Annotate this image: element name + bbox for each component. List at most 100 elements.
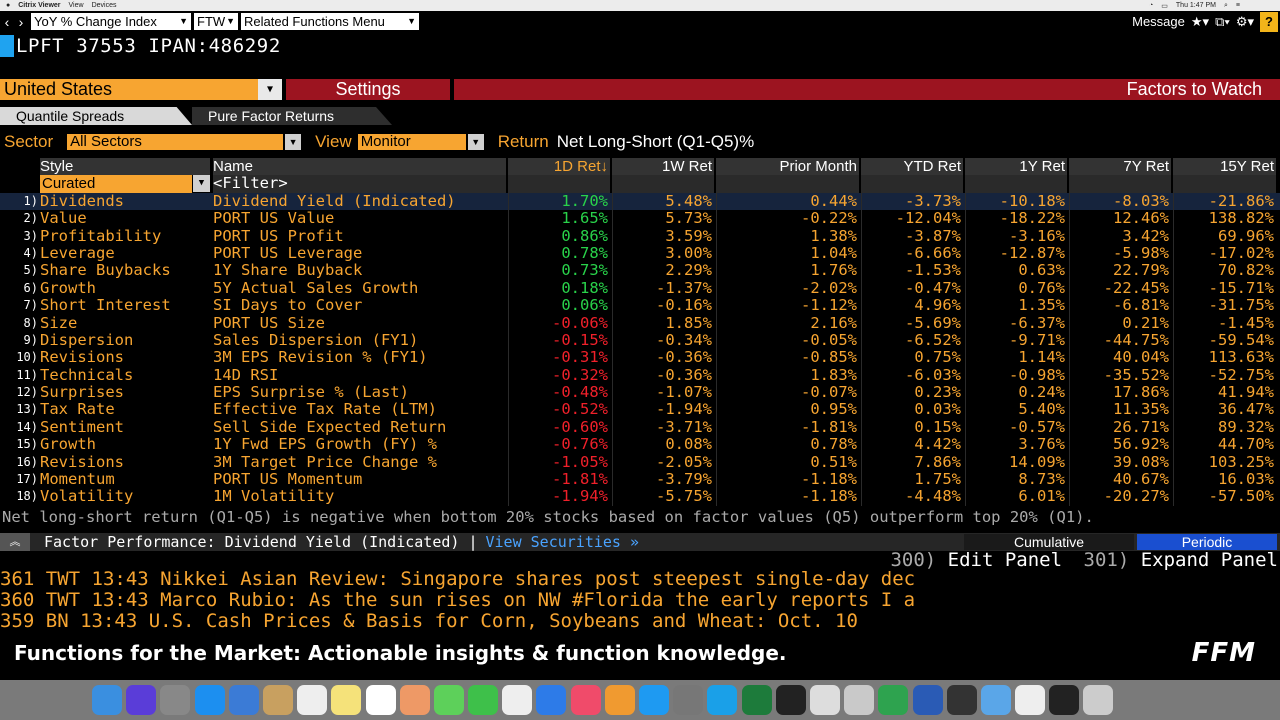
ftw-select[interactable]: FTW ▼ bbox=[194, 13, 238, 30]
excel-icon[interactable] bbox=[741, 685, 772, 715]
table-row[interactable]: 4) Leverage PORT US Leverage 0.78% 3.00% 1.04… bbox=[0, 244, 1280, 263]
table-row[interactable]: 11) Technicals 14D RSI -0.32% -0.36% 1.83% -6.… bbox=[0, 366, 1280, 385]
itunes-icon[interactable] bbox=[570, 685, 601, 715]
gear-icon[interactable]: ⚙▾ bbox=[1235, 13, 1254, 29]
col-7y-header[interactable]: 7Y Ret bbox=[1069, 158, 1171, 176]
back-arrow-icon[interactable]: ‹ bbox=[4, 13, 10, 30]
menu-list-icon[interactable]: ≡ bbox=[1235, 2, 1240, 9]
table-row[interactable]: 7) Short Interest SI Days to Cover 0.06% -0.… bbox=[0, 297, 1280, 315]
table-row[interactable]: 17) Momentum PORT US Momentum -1.81% -3.79% -… bbox=[0, 471, 1280, 489]
terminal-icon[interactable] bbox=[775, 685, 806, 715]
return-value[interactable]: Net Long-Short (Q1-Q5)% bbox=[556, 132, 755, 151]
expand-panel-button[interactable]: Expand Panel bbox=[1140, 549, 1278, 571]
view-securities-link[interactable]: View Securities » bbox=[485, 533, 640, 551]
periodic-button[interactable]: Periodic bbox=[1137, 534, 1277, 550]
photos-icon[interactable] bbox=[399, 685, 430, 715]
view-select[interactable]: Monitor ▼ bbox=[357, 134, 484, 150]
ffm-banner[interactable]: Functions for the Market: Actionable ins… bbox=[0, 635, 1280, 671]
ret-1y-cell: -0.98% bbox=[965, 366, 1067, 385]
apple-icon[interactable]: ● bbox=[6, 2, 11, 9]
related-functions-select[interactable]: Related Functions Menu ▼ bbox=[241, 13, 419, 30]
facetime-icon[interactable] bbox=[468, 685, 499, 715]
table-row[interactable]: 10) Revisions 3M EPS Revision % (FY1) -0.31… bbox=[0, 349, 1280, 367]
table-row[interactable]: 9) Dispersion Sales Dispersion (FY1) -0.15%… bbox=[0, 331, 1280, 350]
chevron-up-icon[interactable]: ︽ bbox=[0, 533, 30, 551]
table-row[interactable]: 8) Size PORT US Size -0.06% 1.85% 2.16% -5.69%… bbox=[0, 314, 1280, 332]
books-icon[interactable] bbox=[604, 685, 635, 715]
menu-view[interactable]: View bbox=[68, 2, 84, 9]
keynote-icon[interactable] bbox=[536, 685, 567, 715]
col-style-header[interactable]: Style bbox=[40, 158, 210, 176]
function-select[interactable]: YoY % Change Index ▼ bbox=[31, 13, 191, 30]
siri-icon[interactable] bbox=[126, 685, 157, 715]
style-filter-select[interactable]: Curated bbox=[40, 175, 192, 193]
settings-button[interactable]: Settings bbox=[286, 79, 450, 100]
cumulative-button[interactable]: Cumulative bbox=[964, 534, 1134, 550]
sysprefs-icon[interactable] bbox=[673, 685, 704, 715]
col-ytd-header[interactable]: YTD Ret bbox=[861, 158, 963, 176]
table-row[interactable]: 3) Profitability PORT US Profit 0.86% 3.59% 1… bbox=[0, 227, 1280, 245]
display-icon[interactable] bbox=[1049, 685, 1080, 715]
notes-icon[interactable] bbox=[262, 685, 293, 715]
news-item[interactable]: 360 TWT 13:43 Marco Rubio: As the sun ri… bbox=[0, 590, 916, 611]
tab-pure-factor-returns[interactable]: Pure Factor Returns bbox=[192, 107, 392, 125]
table-row[interactable]: 14) Sentiment Sell Side Expected Return -0.… bbox=[0, 418, 1280, 437]
trash-icon[interactable] bbox=[1083, 685, 1114, 715]
battery-icon[interactable]: ▭ bbox=[1161, 2, 1168, 10]
col-1y-header[interactable]: 1Y Ret bbox=[965, 158, 1067, 176]
wifi-icon[interactable]: ◔ bbox=[1149, 2, 1154, 9]
activity-icon[interactable] bbox=[946, 685, 977, 715]
command-line[interactable]: LPFT 37553 IPAN:486292 bbox=[0, 35, 281, 57]
table-row[interactable]: 16) Revisions 3M Target Price Change % -1.0… bbox=[0, 453, 1280, 472]
table-row[interactable]: 5) Share Buybacks 1Y Share Buyback 0.73% 2.2… bbox=[0, 262, 1280, 280]
messages-icon[interactable] bbox=[433, 685, 464, 715]
edit-panel-button[interactable]: Edit Panel bbox=[947, 549, 1063, 571]
reminders-icon[interactable] bbox=[365, 685, 396, 715]
table-row[interactable]: 15) Growth 1Y Fwd EPS Growth (FY) % -0.76% 0… bbox=[0, 436, 1280, 454]
preview-icon[interactable] bbox=[228, 685, 259, 715]
skype-icon[interactable] bbox=[707, 685, 738, 715]
col-name-header[interactable]: Name bbox=[213, 158, 506, 176]
table-row[interactable]: 6) Growth 5Y Actual Sales Growth 0.18% -1.37… bbox=[0, 279, 1280, 298]
word-icon[interactable] bbox=[912, 685, 943, 715]
calendar-icon[interactable] bbox=[297, 685, 328, 715]
document-icon[interactable] bbox=[1015, 685, 1046, 715]
country-select[interactable]: United States bbox=[0, 79, 258, 100]
favorite-star-icon[interactable]: ★▾ bbox=[1190, 13, 1210, 29]
table-row[interactable]: 1) Dividends Dividend Yield (Indicated) 1.7… bbox=[0, 192, 1280, 211]
launchpad-icon[interactable] bbox=[160, 685, 191, 715]
col-15y-header[interactable]: 15Y Ret bbox=[1173, 158, 1276, 176]
grapher-icon[interactable] bbox=[809, 685, 840, 715]
sector-select[interactable]: All Sectors ▼ bbox=[67, 134, 302, 150]
tab-quantile-spreads[interactable]: Quantile Spreads bbox=[0, 107, 192, 125]
news-item[interactable]: 361 TWT 13:43 Nikkei Asian Review: Singa… bbox=[0, 569, 916, 590]
app-name[interactable]: Citrix Viewer bbox=[18, 2, 61, 9]
message-button[interactable]: Message bbox=[1132, 14, 1185, 29]
safari-icon[interactable] bbox=[194, 685, 225, 715]
clock[interactable]: Thu 1:47 PM bbox=[1175, 2, 1216, 9]
help-button[interactable]: ? bbox=[1260, 11, 1278, 32]
folder-icon[interactable] bbox=[980, 685, 1011, 715]
textedit-icon[interactable] bbox=[502, 685, 533, 715]
table-row[interactable]: 2) Value PORT US Value 1.65% 5.73% -0.22% -12.… bbox=[0, 210, 1280, 228]
stickies-icon[interactable] bbox=[331, 685, 362, 715]
table-row[interactable]: 18) Volatility 1M Volatility -1.94% -5.75% -1… bbox=[0, 488, 1280, 506]
window-icon[interactable]: ⧉▾ bbox=[1215, 13, 1230, 29]
news-item[interactable]: 359 BN 13:43 U.S. Cash Prices & Basis fo… bbox=[0, 611, 858, 632]
chevron-down-icon[interactable]: ▼ bbox=[193, 175, 210, 193]
name-cell: EPS Surprise % (Last) bbox=[213, 384, 409, 402]
col-prior-month-header[interactable]: Prior Month bbox=[716, 158, 859, 176]
name-filter-input[interactable]: <Filter> bbox=[213, 175, 506, 193]
col-1w-header[interactable]: 1W Ret bbox=[612, 158, 714, 176]
tex-icon[interactable] bbox=[844, 685, 875, 715]
chevron-down-icon[interactable]: ▼ bbox=[258, 79, 282, 100]
table-row[interactable]: 13) Tax Rate Effective Tax Rate (LTM) -0.52… bbox=[0, 401, 1280, 419]
menu-devices[interactable]: Devices bbox=[91, 2, 117, 9]
spotlight-icon[interactable]: ⌕ bbox=[1223, 1, 1228, 9]
appstore-icon[interactable] bbox=[639, 685, 669, 715]
forward-arrow-icon[interactable]: › bbox=[18, 13, 24, 30]
col-1d-header[interactable]: 1D Ret↓ bbox=[508, 158, 610, 176]
table-row[interactable]: 12) Surprises EPS Surprise % (Last) -0.48% -… bbox=[0, 384, 1280, 402]
finder-icon[interactable] bbox=[92, 685, 122, 715]
sync-icon[interactable] bbox=[878, 685, 909, 715]
